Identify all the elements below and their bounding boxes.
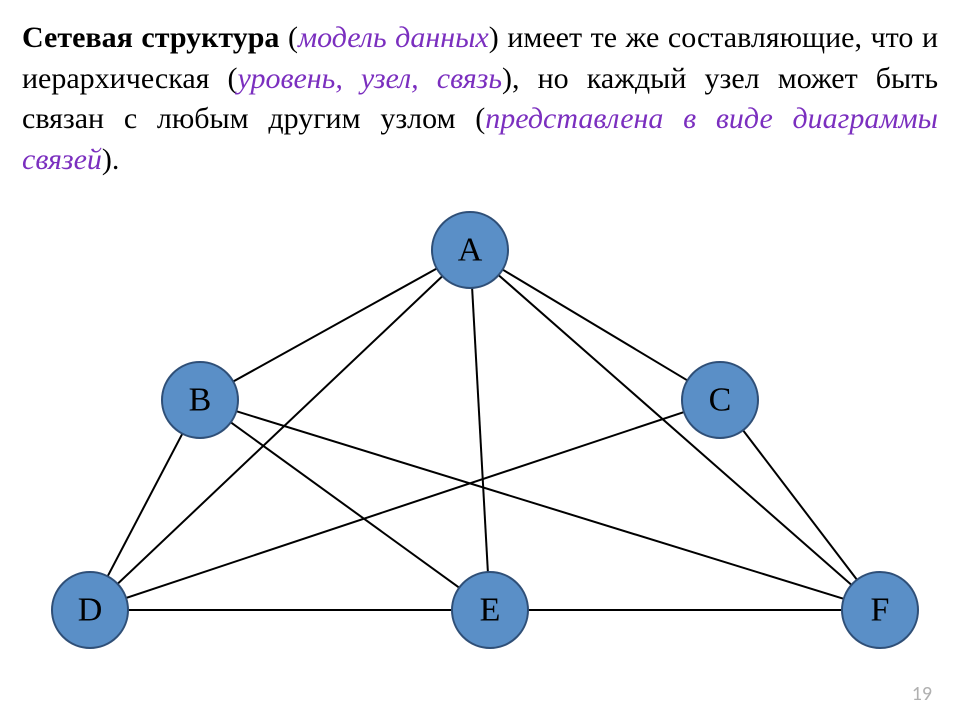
description-paragraph: Сетевая структура (модель данных) имеет …: [22, 18, 938, 180]
edge-C-D: [126, 412, 684, 598]
text-plain: ).: [102, 143, 120, 176]
edges-group: [108, 268, 857, 610]
edge-A-E: [472, 288, 488, 572]
node-label-F: F: [871, 592, 890, 629]
node-label-B: B: [189, 382, 212, 419]
edge-A-D: [118, 276, 443, 584]
text-plain: (: [279, 21, 298, 54]
edge-A-C: [503, 270, 688, 381]
node-label-A: A: [458, 232, 483, 269]
network-diagram: A B C D E F: [30, 190, 930, 670]
node-label-D: D: [78, 592, 103, 629]
node-label-C: C: [709, 382, 732, 419]
edge-B-E: [231, 422, 459, 587]
text-plain: ): [489, 21, 508, 54]
slide: Сетевая структура (модель данных) имеет …: [0, 0, 960, 720]
edge-A-B: [233, 268, 437, 381]
edge-B-D: [108, 434, 183, 577]
page-number: 19: [912, 682, 932, 706]
node-label-E: E: [480, 592, 501, 629]
edge-A-F: [499, 275, 852, 585]
text-bold-title: Сетевая структура: [22, 21, 279, 54]
text-emph-1: модель данных: [298, 21, 489, 54]
edge-B-F: [236, 411, 843, 599]
network-svg: A B C D E F: [30, 190, 930, 670]
text-emph-2: уровень, узел, связь: [238, 62, 503, 95]
text-plain: ),: [502, 62, 538, 95]
